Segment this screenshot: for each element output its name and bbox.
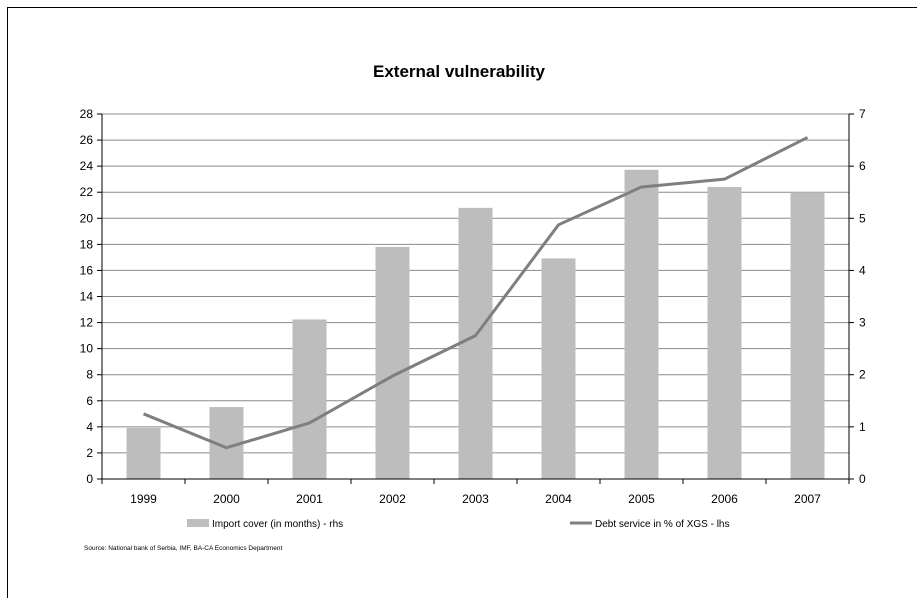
- line-group: [142, 136, 809, 450]
- right-axis-tick-label: 1: [859, 420, 866, 434]
- bar: [458, 207, 493, 479]
- left-axis-tick-label: 24: [80, 159, 94, 173]
- right-axis-tick-label: 6: [859, 159, 866, 173]
- left-axis-tick-label: 12: [80, 316, 94, 330]
- x-axis-tick-label: 2006: [711, 492, 738, 506]
- bar: [541, 258, 576, 479]
- right-axis-tick-label: 5: [859, 211, 866, 225]
- left-axis-tick-label: 6: [86, 394, 93, 408]
- x-axis-tick-label: 2007: [794, 492, 821, 506]
- right-axis-tick-label: 0: [859, 472, 866, 486]
- left-axis-tick-label: 18: [80, 237, 94, 251]
- bar: [790, 192, 825, 479]
- right-axis-tick-label: 3: [859, 316, 866, 330]
- right-axis-tick-label: 2: [859, 368, 866, 382]
- x-axis-tick-label: 2000: [213, 492, 240, 506]
- x-axis-tick-label: 2002: [379, 492, 406, 506]
- legend: Import cover (in months) - rhs Debt servi…: [187, 519, 730, 530]
- source-note: Source: National bank of Serbia, IMF, BA…: [84, 545, 283, 552]
- x-axis-tick-label: 2001: [296, 492, 323, 506]
- right-axis-tick-label: 7: [859, 107, 866, 121]
- left-axis-tick-label: 26: [80, 133, 94, 147]
- legend-label-import-cover: Import cover (in months) - rhs: [212, 519, 343, 530]
- bar: [126, 427, 161, 479]
- left-axis-tick-label: 8: [86, 368, 93, 382]
- bar: [375, 246, 410, 479]
- left-axis-tick-label: 14: [80, 290, 94, 304]
- left-axis-tick-label: 22: [80, 185, 94, 199]
- debt-service-line: [142, 136, 809, 450]
- x-axis-tick-label: 2003: [462, 492, 489, 506]
- left-axis-tick-label: 2: [86, 446, 93, 460]
- right-axis-tick-label: 4: [859, 263, 866, 277]
- bar: [292, 319, 327, 479]
- x-axis-tick-label: 2005: [628, 492, 655, 506]
- bar: [707, 187, 742, 479]
- left-axis-tick-label: 28: [80, 107, 94, 121]
- chart-frame: [7, 7, 917, 598]
- bars-group: [126, 169, 825, 480]
- x-axis-tick-label: 2004: [545, 492, 572, 506]
- bar: [624, 169, 659, 480]
- chart-title: External vulnerability: [373, 62, 545, 81]
- left-axis-tick-label: 20: [80, 211, 94, 225]
- left-axis-tick-label: 4: [86, 420, 93, 434]
- x-axis-tick-label: 1999: [130, 492, 157, 506]
- legend-swatch-bar: [187, 519, 209, 527]
- legend-label-debt-service: Debt service in % of XGS - lhs: [595, 519, 730, 530]
- left-axis-tick-label: 16: [80, 263, 94, 277]
- left-axis-tick-label: 10: [80, 342, 94, 356]
- left-axis-tick-label: 0: [86, 472, 93, 486]
